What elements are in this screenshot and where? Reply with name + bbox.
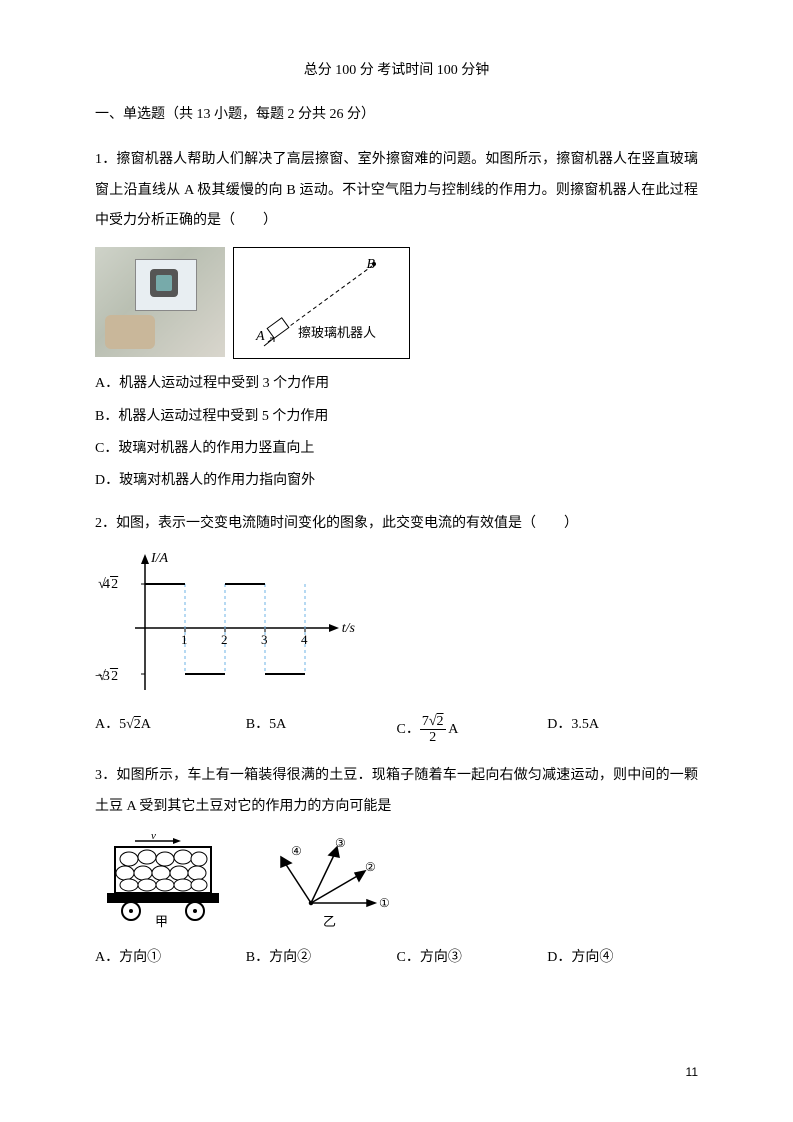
xtick-3: 3: [261, 630, 268, 651]
page-number: 11: [686, 1063, 698, 1082]
q2-opt-D: D．3.5A: [547, 714, 698, 746]
q1-figure: A B 擦玻璃机器人: [95, 247, 698, 359]
q1-opt-D: D．玻璃对机器人的作用力指向窗外: [95, 470, 698, 492]
robot-icon: [150, 269, 178, 297]
chair-icon: [105, 315, 155, 349]
page-header: 总分 100 分 考试时间 100 分钟: [95, 60, 698, 82]
q2-figure: I/A t/s 4 2√ −3 2√ 1 2 3 4: [95, 550, 698, 700]
q2-opt-C-den: 2: [420, 730, 446, 745]
q3-stem: 3．如图所示，车上有一箱装得很满的土豆．现箱子随着车一起向右做匀减速运动，则中间…: [95, 761, 698, 823]
xtick-4: 4: [301, 630, 308, 651]
q3-figure: v: [95, 833, 698, 933]
y-axis-label: I/A: [151, 548, 168, 570]
q2-opt-C: C．7√22 A: [397, 714, 548, 746]
svg-text:v: v: [151, 833, 156, 842]
exam-page: 总分 100 分 考试时间 100 分钟 一、单选题（共 13 小题，每题 2 …: [0, 0, 793, 1122]
xtick-2: 2: [221, 630, 228, 651]
x-axis-label: t/s: [342, 618, 355, 640]
q2-opt-C-suffix: A: [446, 722, 459, 737]
q2-opt-C-prefix: C．: [397, 722, 420, 737]
header-text: 总分 100 分 考试时间 100 分钟: [304, 63, 490, 78]
q3-opt-A: A．方向①: [95, 947, 246, 969]
q2-stem: 2．如图，表示一交变电流随时间变化的图象，此交变电流的有效值是（ ）: [95, 509, 698, 540]
q2-opt-A: A．5√2A: [95, 714, 246, 746]
question-3: 3．如图所示，车上有一箱装得很满的土豆．现箱子随着车一起向右做匀减速运动，则中间…: [95, 761, 698, 969]
svg-text:①: ①: [379, 896, 390, 910]
cart-caption: 甲: [155, 912, 168, 933]
question-1: 1．擦窗机器人帮助人们解决了高层擦窗、室外擦窗难的问题。如图所示，擦窗机器人在竖…: [95, 145, 698, 493]
svg-text:③: ③: [335, 836, 346, 850]
q3-opt-B: B．方向②: [246, 947, 397, 969]
q2-opt-B: B．5A: [246, 714, 397, 746]
q3-opt-D: D．方向④: [547, 947, 698, 969]
label-A: A: [256, 326, 265, 348]
q3-cart: v: [95, 833, 235, 933]
question-2: 2．如图，表示一交变电流随时间变化的图象，此交变电流的有效值是（ ）: [95, 509, 698, 746]
q1-diagram: A B 擦玻璃机器人: [233, 247, 410, 359]
q1-opt-B: B．机器人运动过程中受到 5 个力作用: [95, 406, 698, 428]
q3-opt-C: C．方向③: [397, 947, 548, 969]
ytick-neg: −3 2√: [95, 666, 126, 688]
q3-arrows: ① ② ③ ④ 乙: [265, 833, 405, 933]
ytick-pos: 4 2√: [103, 574, 126, 596]
q2-graph: I/A t/s 4 2√ −3 2√ 1 2 3 4: [95, 550, 355, 700]
q2-options: A．5√2A B．5A C．7√22 A D．3.5A: [95, 714, 698, 746]
svg-text:④: ④: [291, 844, 302, 858]
q1-opt-A: A．机器人运动过程中受到 3 个力作用: [95, 373, 698, 395]
svg-text:②: ②: [365, 860, 376, 874]
arrows-caption: 乙: [323, 912, 336, 933]
section-title: 一、单选题（共 13 小题，每题 2 分共 26 分）: [95, 104, 698, 126]
q2-graph-svg: [95, 550, 355, 700]
q1-opt-C: C．玻璃对机器人的作用力竖直向上: [95, 438, 698, 460]
robot-label: 擦玻璃机器人: [298, 323, 376, 344]
q1-stem: 1．擦窗机器人帮助人们解决了高层擦窗、室外擦窗难的问题。如图所示，擦窗机器人在竖…: [95, 145, 698, 237]
xtick-1: 1: [181, 630, 188, 651]
label-B: B: [366, 254, 375, 276]
q1-photo: [95, 247, 225, 357]
q3-options: A．方向① B．方向② C．方向③ D．方向④: [95, 947, 698, 969]
